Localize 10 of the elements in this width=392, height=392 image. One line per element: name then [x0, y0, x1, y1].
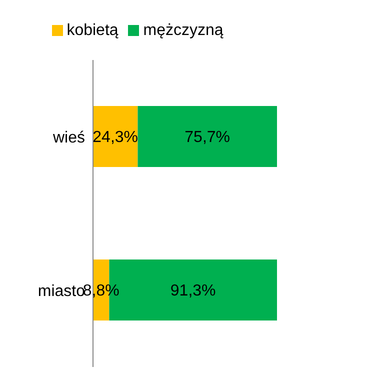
legend-label: kobietą [66, 22, 118, 39]
legend-label: mężczyzną [143, 22, 224, 39]
y-tick-label: wieś [52, 129, 85, 146]
y-tick-label: miasto [38, 282, 86, 300]
data-label: 75,7% [184, 129, 230, 146]
data-label: 91,3% [170, 282, 216, 300]
data-label: 8,8% [82, 282, 120, 300]
bar [93, 106, 138, 168]
data-label: 24,3% [92, 129, 138, 146]
bar [138, 106, 277, 168]
